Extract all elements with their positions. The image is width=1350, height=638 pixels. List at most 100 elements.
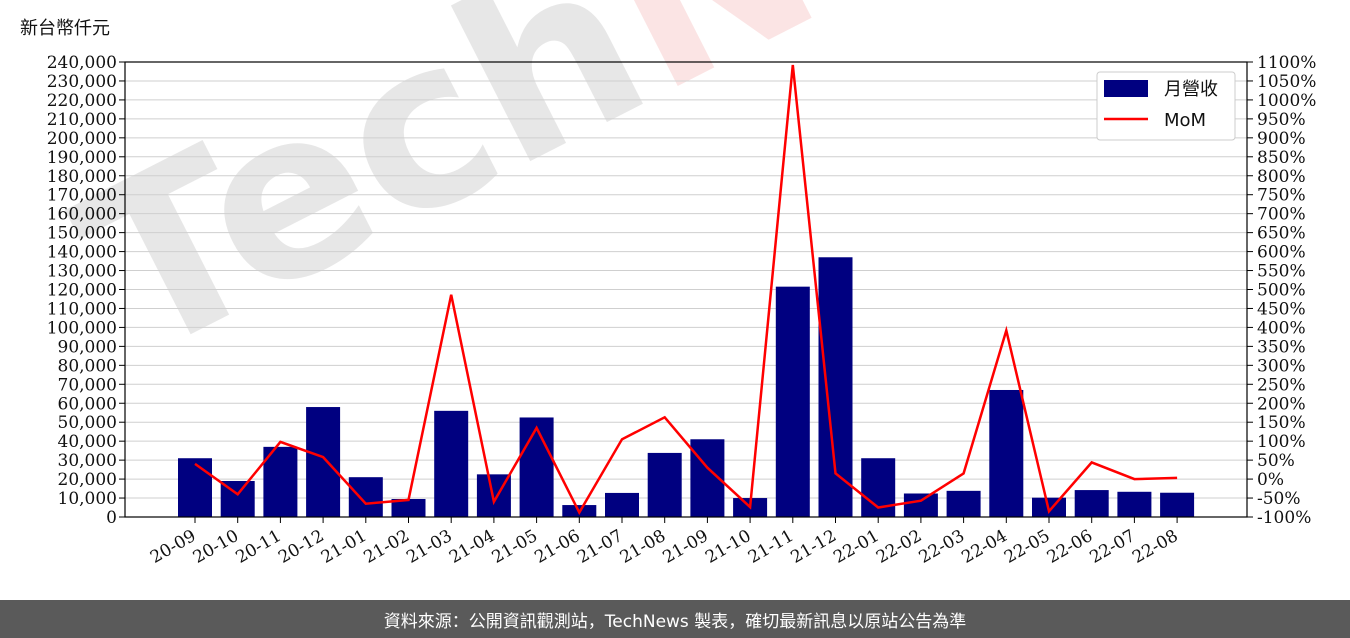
y-left-tick-label: 70,000: [58, 375, 117, 395]
legend: 月營收 MoM: [1096, 71, 1236, 141]
bar-21-11: [775, 286, 810, 517]
y-left-tick-label: 180,000: [47, 167, 117, 187]
y-right-tick-label: 200%: [1257, 394, 1306, 414]
y-left-tick-label: 110,000: [47, 299, 117, 319]
y-right-tick-label: -100%: [1257, 508, 1311, 528]
y-right-tick-label: 400%: [1257, 318, 1306, 338]
footer-text: 資料來源：公開資訊觀測站，TechNews 製表，確切最新訊息以原站公告為準: [383, 611, 967, 632]
x-tick-label: 21-01: [318, 526, 370, 568]
y-right-tick-label: 300%: [1257, 356, 1306, 376]
y-left-tick-label: 0: [106, 508, 117, 528]
y-right-tick-label: 700%: [1257, 205, 1306, 225]
bar-21-12: [818, 257, 853, 517]
source-footer: 資料來源：公開資訊觀測站，TechNews 製表，確切最新訊息以原站公告為準: [0, 600, 1350, 638]
y-right-tick-label: 350%: [1257, 337, 1306, 357]
watermark-tech: Tech: [44, 0, 684, 409]
y-left-tick-label: 100,000: [47, 318, 117, 338]
x-tick-label: 22-07: [1086, 526, 1138, 568]
x-tick-label: 20-11: [232, 526, 284, 568]
y-right-tick-label: 250%: [1257, 375, 1306, 395]
x-tick-label: 21-06: [531, 526, 583, 568]
x-tick-label: 21-02: [361, 526, 413, 568]
y-right-tick-label: 600%: [1257, 243, 1306, 263]
bar-21-08: [647, 452, 682, 517]
x-tick-label: 22-08: [1129, 526, 1181, 568]
y-left-tick-label: 120,000: [47, 281, 117, 301]
y-left-tick-label: 170,000: [47, 186, 117, 206]
x-tick-label: 22-05: [1001, 526, 1053, 568]
x-tick-label: 22-02: [873, 526, 925, 568]
y-right-tick-label: 750%: [1257, 186, 1306, 206]
x-tick-label: 21-08: [617, 526, 669, 568]
bar-20-09: [178, 458, 212, 517]
y-right-tick-label: 150%: [1257, 413, 1306, 433]
y-left-tick-label: 80,000: [58, 356, 117, 376]
x-tick-label: 21-07: [574, 526, 626, 568]
y-right-tick-label: 500%: [1257, 281, 1306, 301]
y-left-tick-label: 240,000: [47, 53, 117, 73]
y-right-tick-label: 550%: [1257, 262, 1306, 282]
bar-20-12: [306, 407, 341, 517]
y-right-tick-label: 800%: [1257, 167, 1306, 187]
x-tick-label: 21-03: [403, 526, 455, 568]
x-tick-label: 21-09: [659, 526, 711, 568]
legend-swatch-revenue: [1104, 80, 1148, 97]
x-tick-label: 20-10: [190, 526, 242, 568]
y-right-tick-label: 950%: [1257, 110, 1306, 130]
bar-21-03: [434, 410, 469, 517]
watermark: TechNews: [44, 0, 1306, 409]
x-tick-label: 21-11: [745, 526, 797, 568]
watermark-text: TechNews: [44, 0, 1306, 409]
x-tick-label: 22-04: [958, 526, 1010, 568]
plot-frame: [124, 61, 1248, 518]
y-left-tick-label: 230,000: [47, 72, 117, 92]
bar-22-08: [1160, 492, 1195, 517]
revenue-chart: TechNews 010,00020,00030,00040,00050,000…: [44, 0, 1317, 568]
x-tick-label: 21-05: [489, 526, 541, 568]
y-right-tick-label: 1000%: [1257, 91, 1316, 111]
bar-21-02: [391, 498, 426, 517]
bar-21-01: [348, 477, 383, 517]
mom-line: [194, 64, 1178, 516]
y-right-tick-label: 850%: [1257, 148, 1306, 168]
bar-22-04: [989, 389, 1024, 517]
legend-label-revenue: 月營收: [1164, 79, 1218, 100]
x-tick-label: 22-03: [916, 526, 968, 568]
y-left-tick-label: 10,000: [58, 489, 117, 509]
x-tick-label: 21-10: [702, 526, 754, 568]
x-tick-label: 20-09: [147, 526, 199, 568]
bar-22-02: [903, 493, 938, 517]
y-left-tick-label: 40,000: [58, 432, 117, 452]
bar-20-11: [263, 446, 298, 517]
y-left-tick-label: 150,000: [47, 224, 117, 244]
bar-22-07: [1117, 491, 1152, 517]
y-right-tick-label: -50%: [1257, 489, 1301, 509]
x-tick-label: 22-06: [1044, 526, 1096, 568]
y-right-tick-label: 0%: [1257, 470, 1284, 490]
y-left-tick-label: 90,000: [58, 337, 117, 357]
y-left-tick-label: 190,000: [47, 148, 117, 168]
bar-21-07: [605, 492, 639, 517]
y-left-tick-label: 160,000: [47, 205, 117, 225]
y-axis-unit-label: 新台幣仟元: [20, 18, 110, 39]
x-tick-label: 21-12: [788, 526, 840, 568]
bar-22-03: [946, 490, 981, 517]
y-right-tick-label: 900%: [1257, 129, 1306, 149]
legend-label-mom: MoM: [1164, 110, 1206, 131]
mom-line-series: [194, 64, 1178, 516]
y-left-tick-label: 130,000: [47, 262, 117, 282]
bar-21-05: [519, 417, 554, 517]
y-left-tick-label: 30,000: [58, 451, 117, 471]
y-right-tick-label: 1050%: [1257, 72, 1316, 92]
y-left-tick-label: 210,000: [47, 110, 117, 130]
y-left-tick-label: 20,000: [58, 470, 117, 490]
y-left-tick-label: 220,000: [47, 91, 117, 111]
bar-series: [178, 257, 1195, 517]
y-left-tick-label: 60,000: [58, 394, 117, 414]
y-left-tick-label: 140,000: [47, 243, 117, 263]
y-right-tick-label: 1100%: [1257, 53, 1316, 73]
y-right-tick-label: 100%: [1257, 432, 1306, 452]
y-right-tick-label: 450%: [1257, 299, 1306, 319]
y-right-tick-label: 50%: [1257, 451, 1295, 471]
x-tick-label: 22-01: [830, 526, 882, 568]
